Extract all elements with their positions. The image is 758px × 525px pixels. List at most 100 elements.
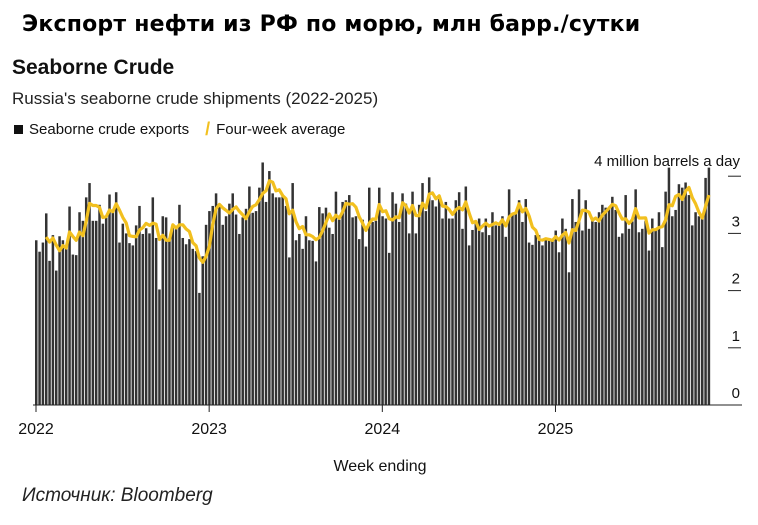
bar: [221, 224, 224, 405]
bar: [514, 212, 518, 405]
bar: [261, 162, 264, 405]
bar: [697, 216, 701, 405]
bar: [591, 220, 594, 405]
bar: [511, 213, 514, 405]
bar: [417, 204, 421, 405]
bar: [278, 197, 281, 405]
bar: [534, 235, 537, 405]
bar: [437, 199, 441, 405]
bar: [674, 209, 677, 405]
bar: [268, 171, 271, 405]
bar: [104, 217, 108, 405]
bar: [614, 209, 617, 405]
bar: [411, 191, 414, 405]
bar: [201, 256, 204, 405]
legend-label-exports: Seaborne crude exports: [29, 121, 190, 138]
bar: [194, 251, 198, 405]
y-tick-label: 1: [732, 328, 740, 345]
bar: [617, 236, 621, 405]
bar: [567, 272, 571, 405]
bar: [111, 211, 115, 405]
x-tick-label: 2023: [191, 421, 227, 438]
bar: [331, 233, 334, 405]
bar: [467, 245, 471, 405]
bar: [234, 214, 238, 405]
bar: [81, 220, 85, 405]
bar: [694, 212, 697, 405]
bar: [168, 237, 171, 405]
bar: [517, 200, 521, 405]
bar: [484, 218, 488, 405]
bar: [311, 240, 314, 405]
bar: [574, 221, 577, 405]
bar: [651, 218, 654, 405]
bar: [351, 217, 354, 405]
bar: [148, 233, 151, 405]
bar: [414, 233, 418, 405]
bar: [564, 228, 567, 405]
bar: [301, 248, 304, 405]
bar: [244, 208, 248, 405]
bar: [341, 201, 344, 405]
bar: [557, 252, 561, 405]
bar: [204, 224, 208, 405]
bar: [541, 245, 544, 405]
bar: [681, 187, 684, 405]
bar: [294, 240, 298, 405]
bar: [537, 235, 541, 405]
bar: [324, 207, 328, 405]
average-line: [44, 179, 711, 264]
bar: [444, 201, 448, 405]
bar: [191, 248, 195, 405]
bar: [248, 186, 251, 405]
bar: [128, 243, 131, 405]
bar: [587, 228, 591, 405]
bar: [421, 183, 424, 405]
bar: [627, 228, 631, 405]
bar: [621, 233, 624, 405]
bar: [151, 197, 155, 405]
bar: [141, 233, 145, 405]
bar: [254, 211, 258, 405]
bar: [391, 192, 394, 405]
y-tick-label: 2: [732, 271, 740, 288]
bar: [198, 292, 201, 405]
bar: [271, 193, 274, 405]
y-tick-label: 0: [732, 385, 740, 402]
bar: [98, 204, 101, 405]
bar: [94, 220, 98, 405]
bar: [494, 225, 498, 405]
bar: [74, 255, 78, 405]
bar: [188, 239, 191, 405]
bar: [584, 200, 587, 405]
bar: [264, 201, 268, 405]
bar: [501, 216, 504, 405]
x-tick-label: 2024: [365, 421, 401, 438]
bar: [108, 194, 111, 405]
bar: [687, 195, 691, 405]
bar: [184, 244, 188, 405]
bar: [124, 233, 128, 405]
bars-group: [35, 162, 711, 405]
bar: [121, 223, 125, 405]
bar: [387, 252, 391, 405]
bar: [457, 192, 461, 405]
bar: [477, 218, 481, 405]
bar: [318, 207, 321, 405]
bar: [91, 220, 95, 405]
bar: [481, 232, 484, 405]
bar: [641, 228, 644, 405]
bar: [361, 219, 364, 405]
bar: [604, 207, 607, 405]
bar: [238, 233, 241, 405]
bar: [377, 187, 381, 405]
bar: [41, 242, 45, 405]
bar: [338, 219, 341, 405]
bar: [274, 197, 278, 405]
bar: [637, 232, 641, 405]
bar: [701, 218, 704, 405]
bar: [374, 220, 378, 405]
bar: [581, 230, 584, 405]
bar: [321, 213, 324, 405]
